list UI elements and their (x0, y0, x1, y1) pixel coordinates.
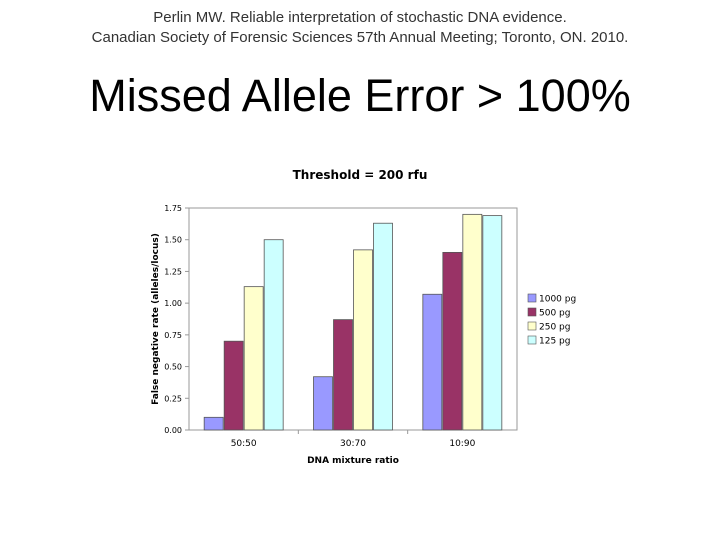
y-tick-label: 1.50 (164, 236, 182, 245)
y-tick-label: 1.25 (164, 267, 182, 276)
legend-label: 1000 pg (539, 295, 576, 305)
y-axis-label: False negative rate (alleles/locus) (151, 233, 161, 405)
plot-area (188, 207, 518, 431)
bar-250-pg-10-90 (462, 213, 483, 431)
legend-label: 500 pg (539, 309, 570, 319)
y-tick-label: 1.75 (164, 204, 182, 213)
citation-line-1: Perlin MW. Reliable interpretation of st… (153, 9, 567, 26)
bar-500-pg-30-70 (333, 319, 353, 431)
bar-1000-pg-50-50 (203, 416, 224, 431)
y-tick-label: 1.00 (164, 299, 182, 308)
bar-125-pg-10-90 (482, 215, 503, 431)
legend-label: 250 pg (539, 323, 570, 333)
legend: 1000 pg 500 pg 250 pg 125 pg (527, 293, 576, 347)
y-tick-label: 0.75 (164, 331, 182, 340)
x-tick-label: 50:50 (231, 439, 257, 449)
x-axis: 50:50 30:70 10:90 (231, 430, 476, 449)
legend-swatch (527, 321, 537, 331)
x-tick-label: 10:90 (449, 439, 475, 449)
y-tick-label: 0.00 (164, 426, 182, 435)
bar-1000-pg-10-90 (422, 293, 443, 431)
legend-swatch (527, 293, 537, 303)
bar-250-pg-30-70 (353, 249, 373, 431)
legend-swatch (527, 335, 537, 345)
bar-1000-pg-30-70 (313, 376, 333, 431)
legend-swatch (527, 307, 537, 317)
y-tick-label: 0.50 (164, 363, 182, 372)
bar-500-pg-50-50 (223, 340, 244, 431)
y-tick-label: 0.25 (164, 394, 182, 403)
bar-250-pg-50-50 (243, 286, 264, 431)
bars (203, 213, 503, 431)
bar-125-pg-50-50 (263, 239, 284, 431)
citation-line-2: Canadian Society of Forensic Sciences 57… (91, 29, 629, 46)
citation: Perlin MW. Reliable interpretation of st… (0, 8, 720, 48)
slide-title: Missed Allele Error > 100% (89, 70, 631, 121)
x-axis-label: DNA mixture ratio (307, 456, 399, 466)
bar-500-pg-10-90 (442, 251, 463, 431)
chart-title: Threshold = 200 rfu (293, 168, 428, 182)
bar-125-pg-30-70 (373, 222, 393, 431)
x-tick-label: 30:70 (340, 439, 366, 449)
legend-label: 125 pg (539, 337, 570, 347)
y-axis: 0.00 0.25 0.50 0.75 1.00 1.25 1.50 1.75 (164, 204, 189, 435)
